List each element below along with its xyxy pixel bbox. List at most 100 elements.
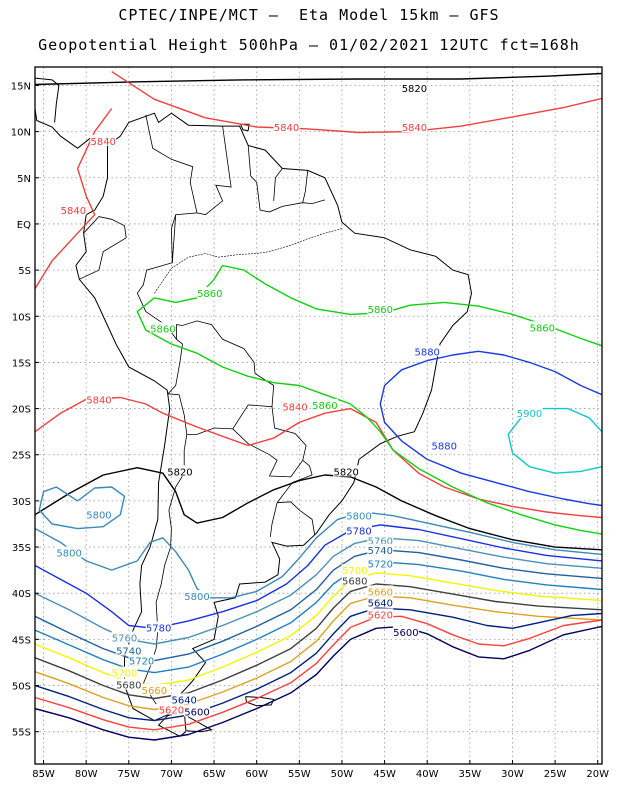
- contour-label-bg: [115, 678, 142, 690]
- coastline: [194, 53, 209, 58]
- lon-label: 30W: [501, 769, 524, 780]
- lat-label: 5N: [17, 174, 31, 185]
- country-border: [136, 114, 198, 395]
- coastline: [75, 112, 473, 722]
- contour-5860: [154, 264, 602, 347]
- contour-label-5720: 5720: [129, 657, 154, 668]
- contour-label-5840: 5840: [282, 403, 307, 414]
- contour-label-5700: 5700: [342, 566, 367, 577]
- contour-5780: [35, 524, 602, 629]
- contour-label-5800: 5800: [346, 512, 371, 523]
- contour-label-5620: 5620: [159, 706, 184, 717]
- contour-label-5720: 5720: [368, 560, 393, 571]
- lon-label: 75W: [117, 769, 140, 780]
- lon-label: 45W: [373, 769, 396, 780]
- contour-label-bg: [392, 625, 419, 637]
- contour-label-bg: [401, 121, 428, 133]
- contour-label-bg: [333, 465, 360, 477]
- lat-label: 15N: [11, 81, 31, 92]
- contour-label-5680: 5680: [342, 576, 367, 587]
- contour-label-5820: 5820: [402, 84, 427, 95]
- country-border: [232, 406, 307, 478]
- contour-label-5640: 5640: [171, 695, 196, 706]
- contour-5840: [111, 71, 602, 134]
- contour-label-5800: 5800: [184, 592, 209, 603]
- contour-label-5860: 5860: [150, 324, 175, 335]
- contour-label-5780: 5780: [346, 526, 371, 537]
- title-line-2: Geopotential Height 500hPa – 01/02/2021 …: [38, 36, 580, 54]
- contour-5680: [35, 583, 602, 700]
- title-line-1: CPTEC/INPE/MCT – Eta Model 15km – GFS: [118, 6, 500, 24]
- contour-label-5880: 5880: [432, 442, 457, 453]
- contour-label-bg: [367, 608, 394, 620]
- contour-label-5860: 5860: [530, 323, 555, 334]
- contour-label-bg: [367, 557, 394, 569]
- lat-label: 40S: [12, 589, 31, 600]
- contour-label-5860: 5860: [197, 289, 222, 300]
- contour-label-bg: [367, 302, 394, 314]
- contour-label-bg: [341, 574, 368, 586]
- contour-label-5700: 5700: [112, 669, 137, 680]
- river: [154, 228, 342, 294]
- contour-label-5740: 5740: [368, 546, 393, 557]
- contour-label-bg: [311, 398, 338, 410]
- contour-label-5840: 5840: [274, 123, 299, 134]
- contour-label-bg: [115, 644, 142, 656]
- country-border: [196, 126, 232, 216]
- contour-5880: [379, 350, 602, 507]
- contour-5860: [136, 297, 602, 535]
- country-border: [247, 145, 326, 213]
- contour-label-bg: [196, 287, 223, 299]
- country-border: [142, 434, 188, 705]
- lon-label: 40W: [416, 769, 439, 780]
- contour-5600: [35, 625, 602, 741]
- contour-label-bg: [111, 666, 138, 678]
- country-border: [79, 216, 127, 280]
- coastline: [150, 40, 185, 56]
- contour-label-bg: [149, 322, 176, 334]
- contour-label-bg: [401, 82, 428, 94]
- contour-label-5740: 5740: [116, 646, 141, 657]
- lat-label: 15S: [12, 358, 31, 369]
- contour-label-bg: [60, 204, 87, 216]
- contour-label-5840: 5840: [402, 123, 427, 134]
- contour-label-bg: [367, 585, 394, 597]
- country-border: [167, 320, 275, 435]
- lat-label: 10N: [11, 128, 31, 139]
- lat-label: 10S: [12, 312, 31, 323]
- lon-label: 60W: [245, 769, 268, 780]
- contour-label-bg: [145, 621, 172, 633]
- lat-label: 45S: [12, 635, 31, 646]
- coastline: [0, 226, 5, 232]
- contour-label-5900: 5900: [517, 409, 542, 420]
- coastline-and-borders: [0, 40, 473, 737]
- contour-5660: [35, 595, 602, 711]
- lat-label: 35S: [12, 543, 31, 554]
- lat-label: EQ: [17, 220, 31, 231]
- contour-label-5820: 5820: [333, 467, 358, 478]
- country-border: [273, 168, 283, 201]
- graticule: [35, 67, 602, 764]
- lat-label: 20S: [12, 405, 31, 416]
- contour-label-bg: [367, 534, 394, 546]
- contour-label-bg: [128, 654, 155, 666]
- contour-label-5860: 5860: [312, 401, 337, 412]
- contour-5640: [35, 607, 602, 722]
- contour-label-bg: [431, 439, 458, 451]
- contour-label-bg: [273, 121, 300, 133]
- contour-label-bg: [85, 508, 112, 520]
- contour-label-bg: [516, 407, 543, 419]
- contour-label-bg: [346, 524, 372, 536]
- lon-label: 55W: [288, 769, 311, 780]
- contour-label-bg: [184, 705, 210, 717]
- contour-label-bg: [56, 546, 83, 558]
- contour-5820: [35, 467, 602, 551]
- contour-label-5760: 5760: [112, 634, 137, 645]
- country-border: [277, 501, 316, 536]
- contour-label-5660: 5660: [368, 587, 393, 598]
- contour-label-bg: [367, 596, 394, 608]
- contour-label-bg: [414, 345, 441, 357]
- country-border: [170, 214, 177, 263]
- contour-label-bg: [158, 703, 185, 715]
